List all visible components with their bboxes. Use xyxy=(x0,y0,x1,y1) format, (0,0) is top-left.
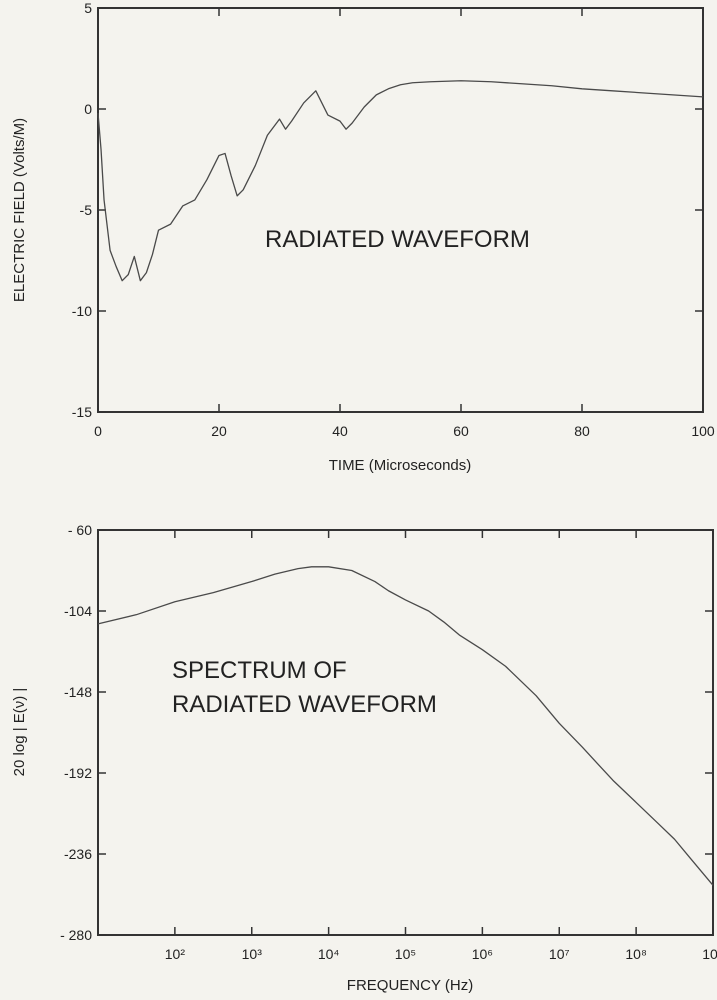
x-tick-label: 10⁴ xyxy=(318,946,340,962)
x-tick-label: 10⁵ xyxy=(395,946,416,962)
y-tick-label: - 60 xyxy=(68,522,92,538)
x-tick-label: 60 xyxy=(453,423,469,439)
time-domain-chart: 0 20 40 60 80 100 5 0 -5 -10 -15 RADIATED WAVEFORM… xyxy=(11,0,715,474)
y-axis-label: 20 log | E(ν) | xyxy=(11,688,28,777)
x-tick-label: 10⁶ xyxy=(472,946,493,962)
x-tick-label: 80 xyxy=(574,423,590,439)
y-tick-label: -192 xyxy=(64,765,92,781)
y-tick-label: -10 xyxy=(72,303,92,319)
x-tick-label: 0 xyxy=(94,423,102,439)
waveform-line xyxy=(97,80,704,282)
y-tick-label: -236 xyxy=(64,846,92,862)
y-axis-label: ELECTRIC FIELD (Volts/M) xyxy=(11,118,28,302)
x-tick-label: 100 xyxy=(691,423,715,439)
x-tick-label: 10⁹ xyxy=(702,946,717,962)
x-tick-label: 40 xyxy=(332,423,348,439)
plot-frame xyxy=(97,529,714,936)
plot-frame xyxy=(97,7,704,413)
chart-annotation-line-2: RADIATED WAVEFORM xyxy=(172,691,437,718)
chart-annotation-line-1: SPECTRUM OF xyxy=(172,657,347,684)
y-tick-label: -15 xyxy=(72,404,92,420)
y-tick-label: 5 xyxy=(84,0,92,16)
spectrum-line xyxy=(97,566,714,886)
chart-annotation: RADIATED WAVEFORM xyxy=(265,226,530,253)
x-axis-label: TIME (Microseconds) xyxy=(329,457,472,474)
x-tick-label: 20 xyxy=(211,423,227,439)
y-tick-label: - 280 xyxy=(60,927,92,943)
x-tick-label: 10⁸ xyxy=(625,946,647,962)
x-tick-label: 10³ xyxy=(242,946,263,962)
y-tick-label: -5 xyxy=(80,202,93,218)
y-tick-label: -104 xyxy=(64,603,92,619)
y-tick-label: 0 xyxy=(84,101,92,117)
spectrum-chart: 10² 10³ 10⁴ 10⁵ 10⁶ 10⁷ 10⁸ 10⁹ - 60 -104 -148 -192… xyxy=(11,522,717,994)
x-axis-label: FREQUENCY (Hz) xyxy=(347,977,473,994)
x-tick-label: 10² xyxy=(165,946,186,962)
x-tick-label: 10⁷ xyxy=(549,946,570,962)
y-tick-label: -148 xyxy=(64,684,92,700)
